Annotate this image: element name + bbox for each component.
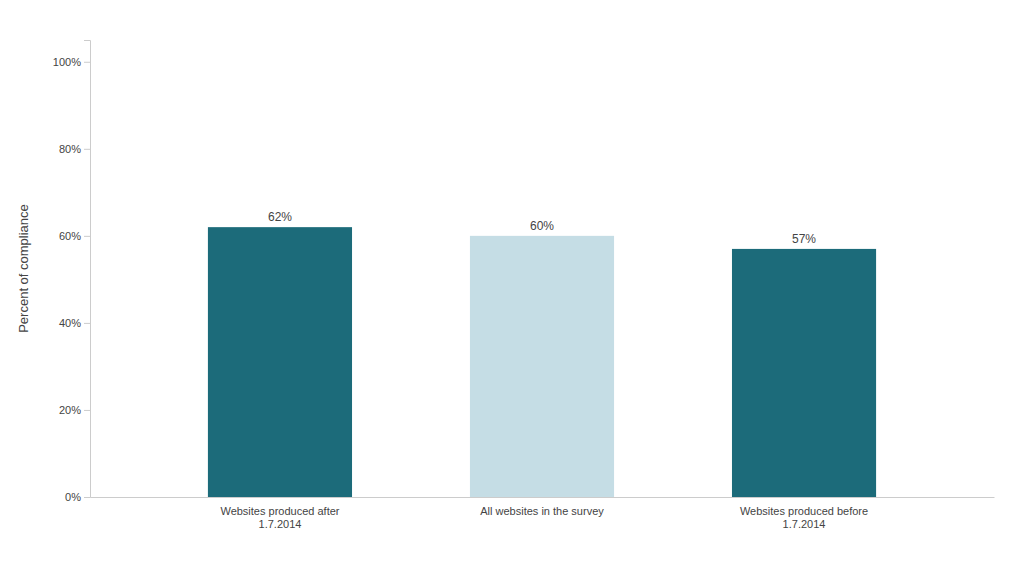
y-tick-label: 100% (53, 56, 81, 68)
x-tick: Websites produced before1.7.2014 (740, 505, 868, 530)
y-axis: 0% 20% 40% 60% 80% 100% (53, 41, 91, 504)
y-tick-label: 0% (65, 491, 81, 503)
data-label: 57% (792, 232, 816, 246)
y-tick: 60% (59, 230, 90, 242)
y-tick-mark (84, 149, 90, 150)
x-tick-label-line: All websites in the survey (480, 505, 604, 517)
y-tick: 40% (59, 317, 90, 329)
x-tick-label: Websites produced after1.7.2014 (220, 505, 339, 530)
bar (208, 227, 352, 497)
y-tick-mark (84, 236, 90, 237)
y-tick-mark (84, 410, 90, 411)
y-tick-mark (84, 62, 90, 63)
data-label: 62% (268, 210, 292, 224)
data-labels: 62% 60% 57% (268, 210, 816, 246)
x-tick: Websites produced after1.7.2014 (220, 505, 339, 530)
chart: 0% 20% 40% 60% 80% 100% Websites produced afte… (0, 0, 1024, 577)
y-tick-label: 60% (59, 230, 81, 242)
y-tick: 20% (59, 404, 90, 416)
y-tick-label: 40% (59, 317, 81, 329)
x-tick-label: Websites produced before1.7.2014 (740, 505, 868, 530)
x-axis-line (91, 497, 995, 498)
bar (732, 249, 876, 497)
bar (470, 236, 614, 497)
plot: 0% 20% 40% 60% 80% 100% Websites produced afte… (53, 41, 995, 531)
y-axis-title: Percent of compliance (16, 204, 31, 333)
x-tick-label: All websites in the survey (480, 505, 604, 517)
x-axis: Websites produced after1.7.2014All websi… (91, 498, 995, 531)
y-tick-label: 80% (59, 143, 81, 155)
y-tick-mark (84, 323, 90, 324)
y-tick: 100% (53, 56, 90, 68)
y-axis-line (84, 41, 91, 498)
y-tick: 0% (65, 491, 90, 503)
x-tick: All websites in the survey (480, 505, 604, 517)
y-tick: 80% (59, 143, 90, 155)
y-tick-mark (84, 497, 90, 498)
bars (208, 227, 876, 497)
x-tick-label-line: 1.7.2014 (259, 518, 302, 530)
data-label: 60% (530, 219, 554, 233)
x-tick-label-line: Websites produced before (740, 505, 868, 517)
x-tick-label-line: 1.7.2014 (783, 518, 826, 530)
x-tick-label-line: Websites produced after (220, 505, 339, 517)
y-tick-label: 20% (59, 404, 81, 416)
